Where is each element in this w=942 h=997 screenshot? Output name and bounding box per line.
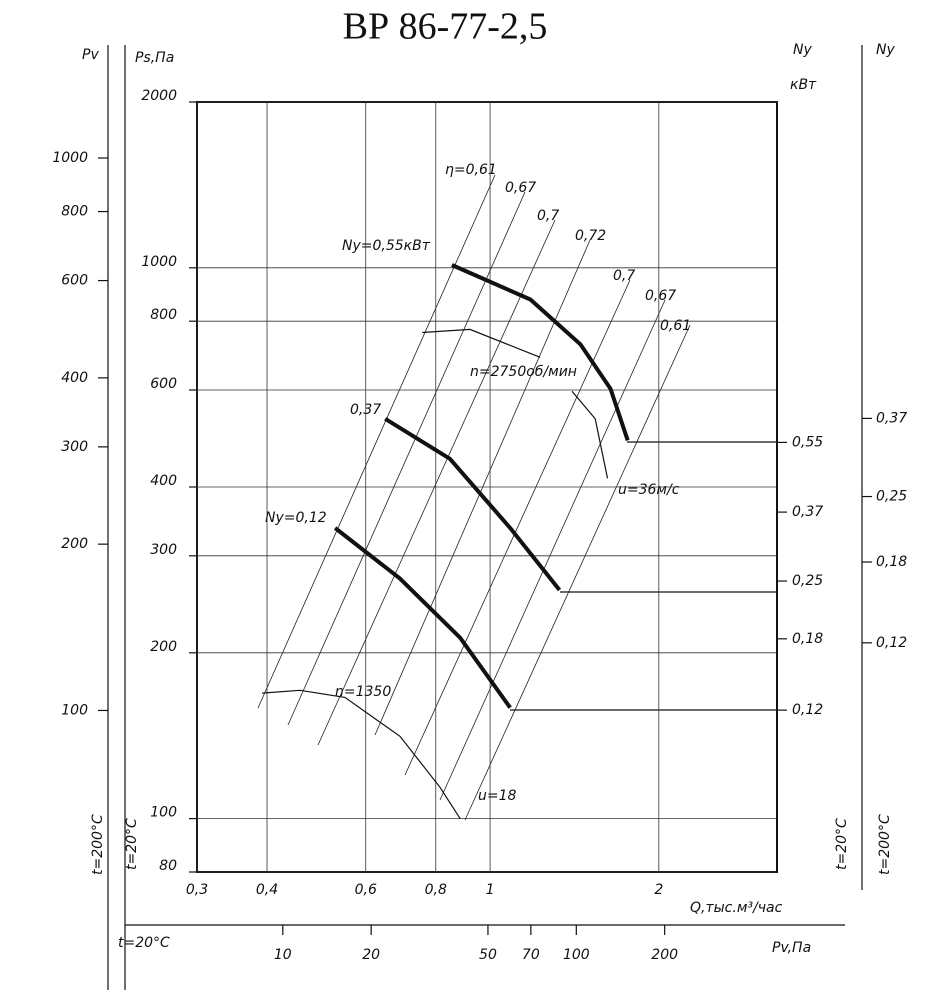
y2-tick-label: 800 [61,204,88,220]
x-tick-label: 0,6 [355,882,377,898]
x-tick-label: 0,4 [256,882,278,898]
y-tick-label: 1000 [141,254,177,270]
curve [422,328,541,358]
axis-label: Nу [793,42,812,58]
eta-line [317,219,556,746]
y2-tick-label: 200 [61,536,88,552]
y2-tick-label: 0,25 [792,573,823,589]
y-tick-label: 300 [150,542,177,558]
eta-label: 0,67 [505,180,536,196]
series-label: Nу=0,12 [265,510,327,526]
curve-label: u=18 [478,788,517,804]
x2-tick-label: 20 [362,947,380,963]
x2-tick-label: 70 [522,947,540,963]
eta-label: η=0,61 [445,162,497,178]
x-tick-label: 1 [486,882,495,898]
temp-label: t=20°С [124,818,140,870]
curve [262,689,461,819]
y-tick-label: 200 [150,639,177,655]
eta-label: 0,61 [660,318,691,334]
axis-label: кВт [790,77,817,93]
y2-tick-label: 0,55 [792,434,823,450]
eta-label: 0,72 [575,228,606,244]
y2-tick-label: 0,18 [876,554,907,570]
y2-tick-label: 1000 [52,150,88,166]
y2-tick-label: 0,18 [792,631,823,647]
temp-label: t=20°С [834,818,850,870]
axis-label: Pv [82,47,99,63]
y-tick-label: 100 [150,805,177,821]
x2-tick-label: 50 [479,947,497,963]
x2-tick-label: 200 [651,947,678,963]
eta-line [439,299,666,801]
y2-tick-label: 0,12 [876,635,907,651]
y-tick-label: 600 [150,376,177,392]
x-tick-label: 0,8 [425,882,447,898]
y-tick-label: 2000 [141,88,177,104]
axis-label: Nу [876,42,895,58]
eta-line [404,279,631,776]
eta-line [257,174,496,709]
x2-tick-label: 100 [563,947,590,963]
x-tick-label: 2 [654,882,663,898]
x-tick-label: 0,3 [186,882,208,898]
curve [451,263,630,442]
x2-tick-label: 10 [274,947,292,963]
chart-title: ВР 86-77-2,5 [343,6,548,48]
curve-label: u=36м/с [618,482,680,498]
eta-line [287,191,526,726]
curve [384,417,562,592]
eta-label: 0,7 [537,208,559,224]
y2-tick-label: 0,37 [876,410,907,426]
eta-line [374,239,591,736]
y2-tick-label: 300 [61,439,88,455]
y2-tick-label: 100 [61,702,88,718]
y2-tick-label: 0,37 [792,504,823,520]
temp-label: t=200°С [877,814,893,875]
eta-label: 0,7 [613,268,635,284]
curve [333,526,512,709]
eta-label: 0,67 [645,288,676,304]
y-tick-label: 800 [150,307,177,323]
y2-tick-label: 0,25 [876,489,907,505]
y-tick-label: 400 [150,473,177,489]
curve-label: n=2750об/мин [470,364,577,380]
axis-label: Pv,Па [772,940,811,956]
y2-tick-label: 0,12 [792,702,823,718]
temp-label: t=20°С [118,935,170,951]
y2-tick-label: 600 [61,273,88,289]
eta-line [464,324,691,821]
curve-label: n=1350 [335,684,391,700]
axis-label: Q,тыс.м³/час [690,900,783,916]
y2-tick-label: 400 [61,370,88,386]
curve [571,390,609,479]
series-label: Nу=0,55кВт [342,238,431,254]
temp-label: t=200°С [90,814,106,875]
axis-label: Ps,Па [135,50,174,66]
y-tick-label: 80 [159,858,177,874]
